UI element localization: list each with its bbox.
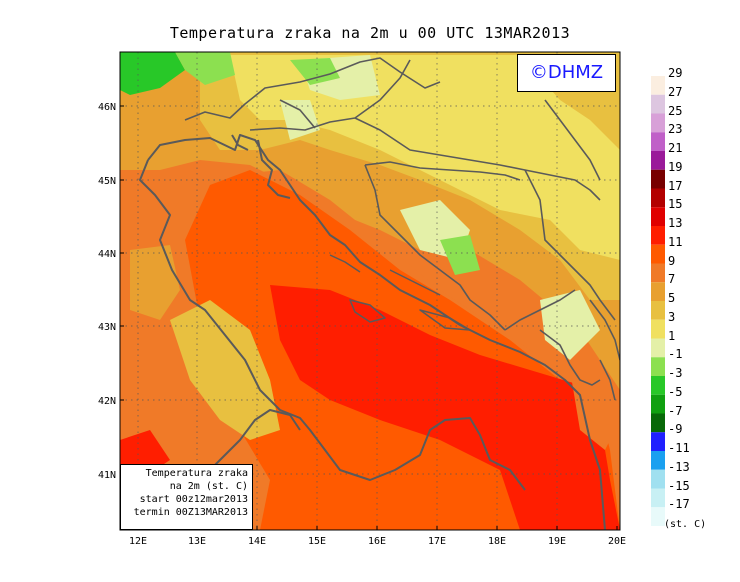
lat-tick-label: 44N — [98, 249, 116, 260]
legend-label: 9 — [668, 253, 676, 268]
legend-label: -9 — [668, 422, 683, 437]
legend-swatch — [651, 188, 665, 208]
legend-label: 5 — [668, 291, 676, 305]
legend-swatch — [651, 169, 665, 189]
map-frame — [119, 51, 621, 531]
lon-tick-label: 19E — [548, 536, 566, 547]
field-cold-nw — [120, 52, 185, 95]
lon-tick-label: 16E — [368, 536, 386, 547]
lon-tick-label: 17E — [428, 536, 446, 547]
legend-label: 13 — [668, 216, 683, 230]
legend-label: 21 — [668, 141, 683, 155]
map-title: Temperatura zraka na 2m u 00 UTC 13MAR20… — [169, 24, 571, 42]
legend-label: 11 — [668, 234, 683, 249]
field-cold-ne — [290, 58, 340, 85]
legend-label: -13 — [668, 459, 690, 474]
field-13-15 — [270, 285, 620, 530]
legend-label: -7 — [668, 403, 683, 418]
legend-swatch — [651, 94, 665, 114]
legend-swatch — [651, 319, 665, 339]
legend-swatch — [651, 207, 665, 226]
field-italy-3 — [170, 300, 280, 440]
lat-tick-label: 42N — [98, 396, 116, 407]
legend-swatch — [651, 338, 665, 358]
color-legend — [651, 76, 665, 526]
legend-swatch — [651, 394, 665, 414]
info-line: na 2m (st. C) — [169, 481, 248, 492]
legend-swatch — [651, 113, 665, 133]
legend-label: 27 — [668, 84, 683, 99]
country-borders — [184, 57, 620, 401]
legend-swatch — [651, 376, 665, 395]
info-line: Temperatura zraka — [145, 468, 248, 479]
legend-label: -11 — [668, 441, 690, 455]
legend-swatch — [651, 469, 665, 489]
info-box: Temperatura zraka na 2m (st. C) start 00… — [120, 464, 253, 530]
legend-label: -17 — [668, 497, 690, 512]
legend-label: -3 — [668, 366, 683, 380]
legend-label: 23 — [668, 122, 683, 137]
legend-swatch — [651, 76, 665, 95]
legend-swatch — [651, 413, 665, 433]
field-cold-nw-2 — [175, 52, 235, 85]
legend-label: 15 — [668, 197, 683, 212]
legend-unit: (st. C) — [664, 519, 707, 530]
legend-swatch — [651, 226, 665, 245]
info-line: termin 00Z13MAR2013 — [133, 507, 248, 518]
legend-swatch — [651, 132, 665, 151]
field-red-sw — [120, 430, 170, 470]
legend-label: 3 — [668, 309, 676, 324]
legend-swatch — [651, 507, 665, 526]
legend-label: 1 — [668, 328, 676, 343]
legend-label: 17 — [668, 178, 683, 193]
legend-label: 25 — [668, 103, 683, 118]
legend-label: -15 — [668, 478, 690, 493]
field-italy-5 — [130, 245, 180, 320]
dhmz-logo: ©DHMZ — [517, 54, 616, 92]
legend-swatch — [651, 151, 665, 170]
info-line: start 00z12mar2013 — [139, 494, 248, 505]
lat-tick-label: 46N — [98, 102, 116, 113]
field-cold-c — [440, 235, 480, 275]
legend-label: 7 — [668, 272, 676, 287]
lat-tick-label: 45N — [98, 176, 116, 187]
lon-tick-label: 15E — [308, 536, 326, 547]
field-se — [570, 370, 620, 450]
legend-label: 29 — [668, 66, 683, 80]
legend-swatch — [651, 282, 665, 301]
legend-swatch — [651, 301, 665, 320]
lon-tick-label: 20E — [608, 536, 626, 547]
lon-tick-label: 13E — [188, 536, 206, 547]
legend-label: 19 — [668, 159, 683, 174]
lat-tick-label: 41N — [98, 470, 116, 481]
lon-tick-label: 12E — [129, 536, 147, 547]
coastlines — [139, 134, 606, 530]
legend-label: -1 — [668, 347, 683, 362]
legend-swatch — [651, 263, 665, 283]
lat-tick-label: 43N — [98, 322, 116, 333]
legend-swatch — [651, 451, 665, 470]
legend-swatch — [651, 357, 665, 376]
legend-swatch — [651, 244, 665, 264]
field-light-3 — [540, 290, 600, 360]
legend-label: -5 — [668, 384, 683, 399]
lon-tick-label: 18E — [488, 536, 506, 547]
legend-swatch — [651, 488, 665, 508]
field-light-5 — [280, 100, 320, 140]
legend-swatch — [651, 432, 665, 451]
lon-tick-label: 14E — [248, 536, 266, 547]
